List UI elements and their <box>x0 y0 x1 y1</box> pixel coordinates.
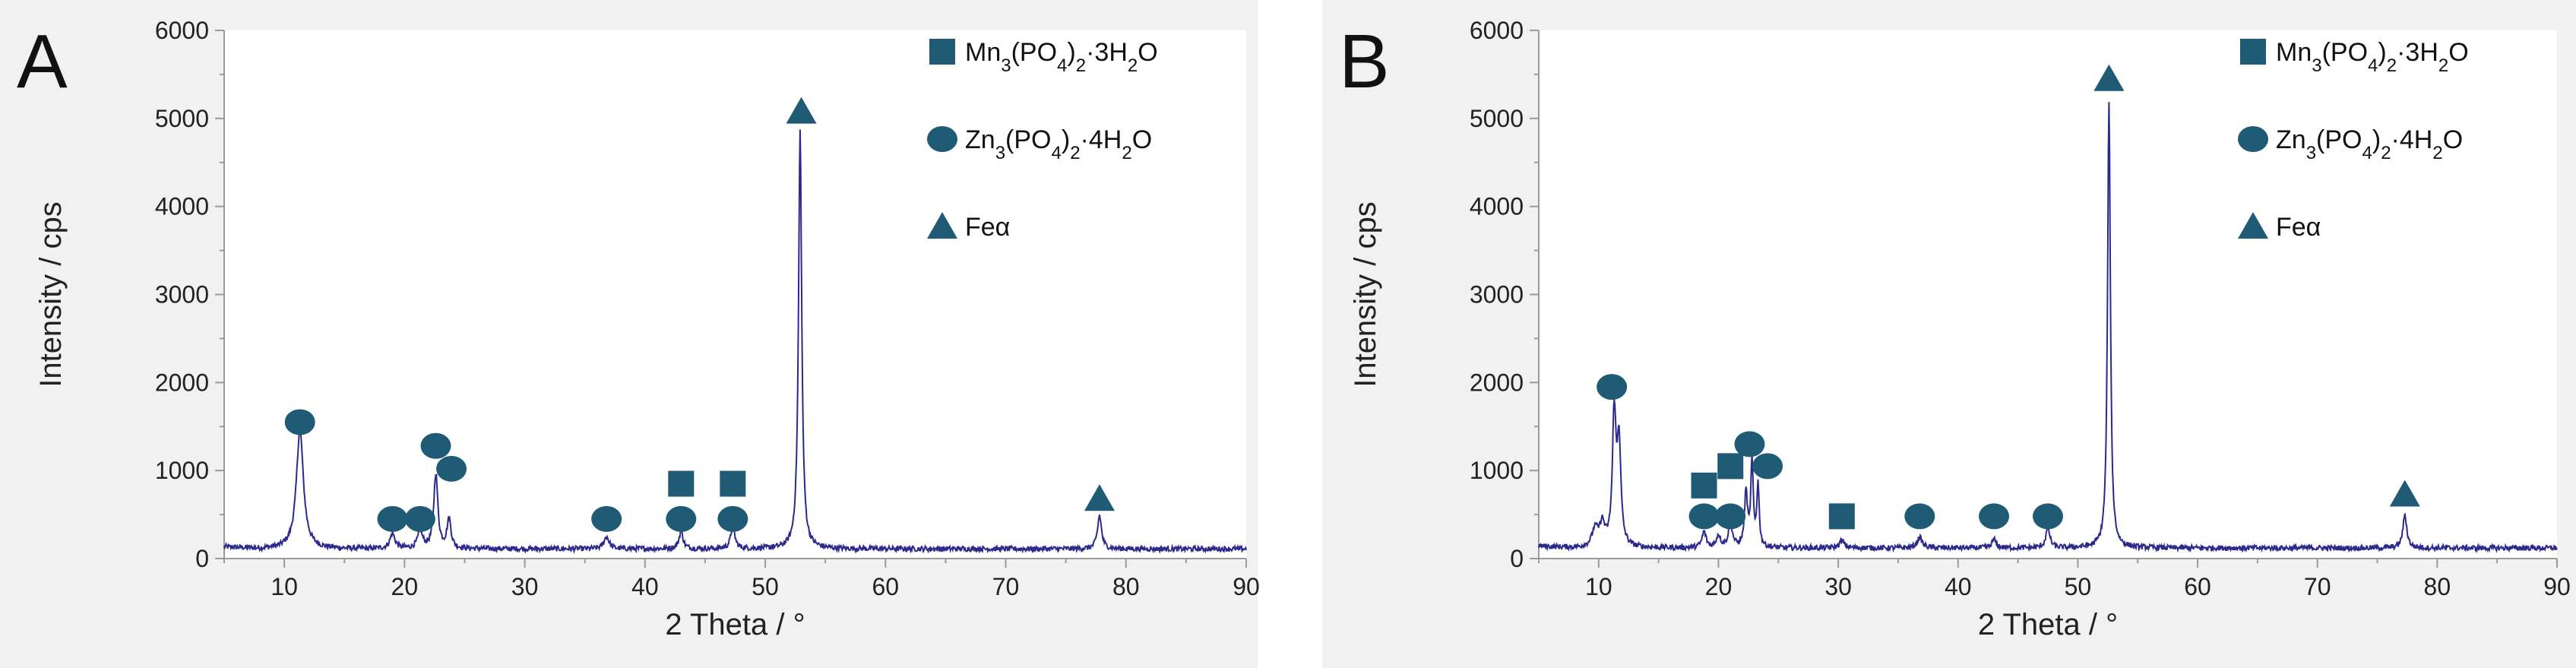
y-tick-label: 1000 <box>155 457 209 484</box>
x-tick-label: 90 <box>2543 573 2571 600</box>
mn-marker <box>1828 503 1855 530</box>
x-tick-label: 70 <box>2304 573 2331 600</box>
y-tick-label: 3000 <box>155 281 209 309</box>
mn-marker <box>1717 453 1744 480</box>
y-tick-label: 0 <box>195 545 209 572</box>
zn-marker <box>2033 503 2063 530</box>
y-tick-label: 6000 <box>1470 17 1524 44</box>
x-axis-label: 2 Theta / ° <box>1978 608 2118 641</box>
zn-marker <box>1597 374 1628 400</box>
x-tick-label: 20 <box>391 573 419 600</box>
zn-marker <box>1715 503 1746 530</box>
plot-area <box>224 30 1246 559</box>
zn-marker <box>436 455 467 482</box>
zn-marker <box>284 409 315 435</box>
zn-marker <box>1734 431 1765 457</box>
x-tick-label: 10 <box>271 573 298 600</box>
x-tick-label: 90 <box>1233 573 1260 600</box>
x-tick-label: 30 <box>511 573 539 600</box>
x-tick-label: 60 <box>2184 573 2211 600</box>
panel-label: B <box>1339 19 1390 104</box>
y-tick-label: 6000 <box>155 17 209 44</box>
fe-marker <box>2093 64 2125 91</box>
y-tick-label: 3000 <box>1470 281 1524 309</box>
x-tick-label: 60 <box>872 573 899 600</box>
y-tick-label: 5000 <box>155 105 209 132</box>
y-tick-label: 1000 <box>1470 457 1524 484</box>
zn-marker <box>1979 503 2010 530</box>
legend-mn-symbol <box>2240 39 2266 65</box>
mn-marker <box>720 470 746 497</box>
legend-zn-symbol <box>2238 126 2268 152</box>
zn-marker <box>666 505 697 532</box>
y-axis-label: Intensity / cps <box>34 201 68 388</box>
legend-zn-label: Zn3(PO4)2·4H2O <box>2276 125 2463 163</box>
x-tick-label: 80 <box>2424 573 2451 600</box>
x-tick-label: 40 <box>1945 573 1972 600</box>
x-tick-label: 40 <box>631 573 659 600</box>
zn-marker <box>591 505 622 532</box>
x-tick-label: 70 <box>992 573 1020 600</box>
y-tick-label: 5000 <box>1470 105 1524 132</box>
legend-zn-label: Zn3(PO4)2·4H2O <box>965 125 1152 163</box>
plot-area <box>1539 30 2557 559</box>
legend-fe-symbol <box>2238 212 2268 239</box>
x-axis-label: 2 Theta / ° <box>665 608 805 641</box>
y-axis-label: Intensity / cps <box>1349 201 1382 388</box>
mn-marker <box>1691 472 1717 499</box>
legend-fe-symbol <box>927 212 957 239</box>
chart-panel-a: 0 1000 2000 3000 4000 5000 6000 10 20 30 40 50 60 70 8… <box>0 0 1260 668</box>
zn-marker <box>1752 453 1783 480</box>
xrd-trace <box>223 129 1247 555</box>
zn-marker <box>1904 503 1935 530</box>
fe-marker <box>1084 484 1115 511</box>
x-tick-label: 50 <box>752 573 779 600</box>
zn-marker <box>377 505 408 532</box>
legend-zn-symbol <box>927 126 957 152</box>
fe-marker <box>2389 480 2420 507</box>
legend-mn-label: Mn3(PO4)2·3H2O <box>965 38 1158 76</box>
x-tick-label: 50 <box>2065 573 2092 600</box>
x-tick-label: 10 <box>1585 573 1612 600</box>
y-tick-label: 4000 <box>155 193 209 220</box>
fe-marker <box>786 97 817 124</box>
chart-panel-b: 0 1000 2000 3000 4000 5000 6000 10 20 30 40 50 60 70 8… <box>1322 0 2576 668</box>
mn-marker <box>668 470 695 497</box>
y-tick-label: 0 <box>1510 545 1524 572</box>
x-tick-label: 80 <box>1112 573 1140 600</box>
legend-mn-symbol <box>929 39 955 65</box>
x-tick-label: 20 <box>1705 573 1733 600</box>
legend-mn-label: Mn3(PO4)2·3H2O <box>2276 38 2469 76</box>
y-tick-label: 2000 <box>1470 369 1524 396</box>
zn-marker <box>404 505 435 532</box>
zn-marker <box>1688 503 1720 530</box>
legend-fe-label: Feα <box>2276 213 2321 242</box>
panel-label: A <box>17 19 68 104</box>
legend-fe-label: Feα <box>965 213 1010 242</box>
zn-marker <box>420 432 451 459</box>
y-tick-label: 4000 <box>1470 193 1524 220</box>
zn-marker <box>717 505 748 532</box>
x-tick-label: 30 <box>1824 573 1852 600</box>
y-tick-label: 2000 <box>155 369 209 396</box>
